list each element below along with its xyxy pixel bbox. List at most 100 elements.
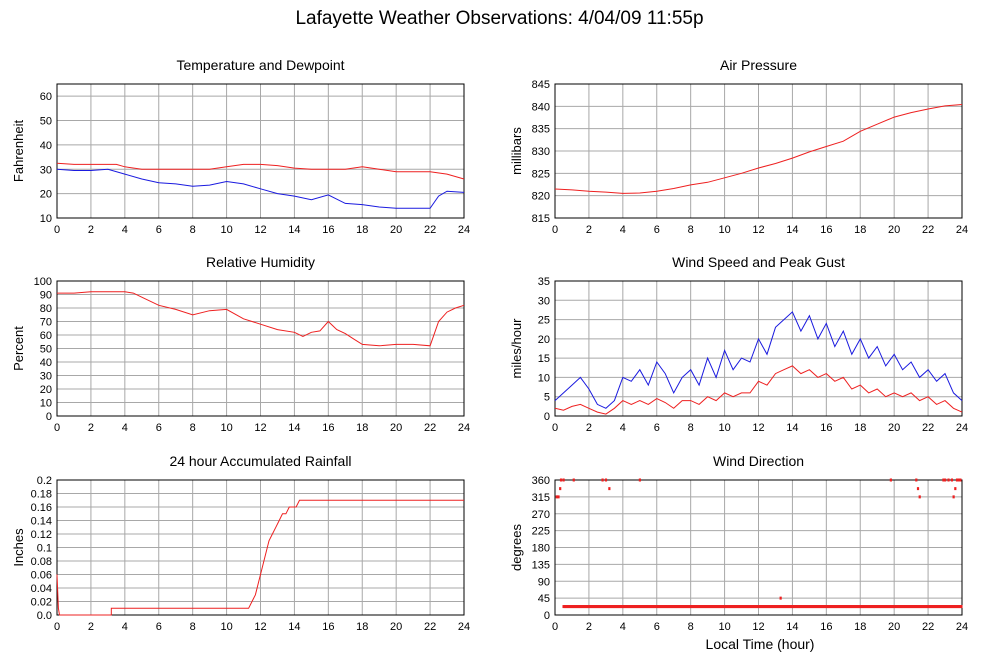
series-line-blue — [56, 168, 465, 209]
x-tick-label: 18 — [356, 621, 368, 633]
y-tick-label: 225 — [532, 526, 550, 538]
x-tick-label: 4 — [620, 224, 626, 236]
x-tick-label: 16 — [820, 422, 832, 434]
y-axis-label: Fahrenheit — [11, 120, 26, 183]
x-tick-label: 24 — [458, 224, 470, 236]
y-tick-label: 0.14 — [31, 516, 52, 528]
x-tick-label: 22 — [424, 621, 436, 633]
x-tick-label: 10 — [220, 224, 232, 236]
chart-title: Relative Humidity — [206, 254, 315, 270]
y-tick-label: 20 — [40, 384, 52, 396]
x-tick-label: 10 — [718, 224, 730, 236]
x-tick-label: 18 — [356, 224, 368, 236]
y-tick-label: 40 — [40, 357, 52, 369]
x-tick-label: 8 — [688, 224, 694, 236]
x-tick-label: 14 — [786, 224, 798, 236]
x-tick-label: 10 — [718, 422, 730, 434]
x-tick-label: 18 — [854, 621, 866, 633]
y-tick-label: 90 — [538, 576, 550, 588]
x-tick-label: 4 — [122, 621, 128, 633]
x-tick-label: 18 — [854, 422, 866, 434]
direction-point — [559, 478, 563, 482]
y-tick-label: 90 — [40, 290, 52, 302]
x-axis-label: Local Time (hour) — [706, 636, 815, 652]
y-tick-label: 0.2 — [37, 475, 52, 487]
x-tick-label: 20 — [390, 621, 402, 633]
x-tick-label: 16 — [322, 422, 334, 434]
x-tick-label: 8 — [190, 224, 196, 236]
y-tick-label: 0.16 — [31, 502, 52, 514]
y-tick-label: 10 — [40, 398, 52, 410]
direction-point — [604, 478, 608, 482]
x-tick-label: 14 — [288, 224, 300, 236]
x-tick-label: 24 — [956, 621, 968, 633]
y-axis-label: Inches — [11, 528, 26, 567]
x-tick-label: 12 — [254, 621, 266, 633]
direction-point — [950, 478, 954, 482]
y-tick-label: 825 — [532, 168, 550, 180]
x-tick-label: 4 — [122, 224, 128, 236]
y-tick-label: 0.08 — [31, 556, 52, 568]
x-tick-label: 14 — [786, 621, 798, 633]
direction-point — [915, 478, 918, 482]
series-line-blue — [554, 311, 963, 409]
x-tick-label: 22 — [424, 422, 436, 434]
series-line-red — [56, 499, 464, 616]
x-tick-label: 4 — [122, 422, 128, 434]
direction-point — [555, 495, 558, 499]
x-tick-label: 0 — [54, 422, 60, 434]
x-tick-label: 0 — [552, 224, 558, 236]
x-tick-label: 12 — [752, 422, 764, 434]
direction-point — [562, 478, 565, 482]
y-tick-label: 0 — [544, 610, 550, 622]
direction-point — [779, 596, 782, 600]
y-tick-label: 60 — [40, 91, 52, 103]
direction-point — [942, 478, 945, 482]
x-tick-label: 14 — [288, 422, 300, 434]
y-tick-label: 30 — [40, 164, 52, 176]
x-tick-label: 2 — [586, 621, 592, 633]
y-tick-label: 0.12 — [31, 529, 52, 541]
x-tick-label: 6 — [156, 621, 162, 633]
x-tick-label: 12 — [254, 422, 266, 434]
x-tick-label: 12 — [254, 224, 266, 236]
chart-title: Wind Speed and Peak Gust — [672, 254, 845, 270]
y-tick-label: 45 — [538, 593, 550, 605]
chart-title: Temperature and Dewpoint — [176, 57, 344, 73]
direction-point — [959, 478, 962, 482]
direction-point — [601, 478, 604, 482]
x-tick-label: 2 — [586, 224, 592, 236]
y-tick-label: 30 — [538, 295, 550, 307]
y-tick-label: 70 — [40, 317, 52, 329]
y-tick-label: 10 — [538, 372, 550, 384]
direction-point — [960, 605, 963, 609]
y-tick-label: 0.06 — [31, 570, 52, 582]
direction-point — [638, 478, 641, 482]
x-tick-label: 10 — [718, 621, 730, 633]
x-tick-label: 8 — [190, 621, 196, 633]
y-tick-label: 15 — [538, 353, 550, 365]
x-tick-label: 0 — [552, 621, 558, 633]
x-tick-label: 20 — [888, 621, 900, 633]
x-tick-label: 6 — [654, 422, 660, 434]
y-tick-label: 0.0 — [37, 610, 52, 622]
series-line-red — [56, 162, 465, 180]
y-axis-label: millibars — [509, 127, 524, 175]
plot-frame — [56, 479, 465, 616]
x-tick-label: 10 — [220, 621, 232, 633]
x-tick-label: 10 — [220, 422, 232, 434]
direction-point — [957, 478, 960, 482]
y-axis-label: Percent — [11, 326, 26, 371]
x-tick-label: 0 — [552, 422, 558, 434]
x-tick-label: 6 — [654, 621, 660, 633]
y-tick-label: 0.04 — [31, 583, 52, 595]
x-tick-label: 2 — [586, 422, 592, 434]
x-tick-label: 18 — [854, 224, 866, 236]
y-tick-label: 5 — [544, 392, 550, 404]
y-tick-label: 20 — [538, 334, 550, 346]
